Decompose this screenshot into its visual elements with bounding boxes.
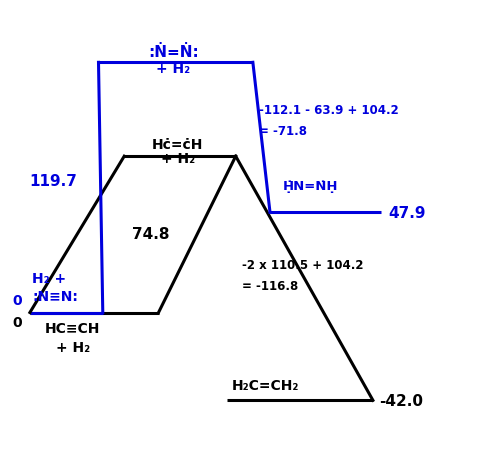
Text: H₂ +: H₂ + [32, 272, 66, 286]
Text: Hċ=ċH: Hċ=ċH [152, 137, 204, 151]
Text: Ḥ̇N=ṄḤ: Ḥ̇N=ṄḤ [283, 180, 338, 193]
Text: 119.7: 119.7 [30, 174, 77, 189]
Text: :Ṅ=Ṅ:: :Ṅ=Ṅ: [148, 44, 199, 59]
Text: -2 x 110.5 + 104.2: -2 x 110.5 + 104.2 [242, 258, 364, 271]
Text: :N≡N:: :N≡N: [32, 289, 78, 303]
Text: = -116.8: = -116.8 [242, 279, 299, 292]
Text: 0: 0 [13, 294, 23, 307]
Text: + H₂: + H₂ [156, 62, 191, 76]
Text: -42.0: -42.0 [379, 393, 423, 408]
Text: 47.9: 47.9 [388, 206, 425, 220]
Text: + H₂: + H₂ [56, 340, 90, 354]
Text: 0: 0 [13, 315, 23, 329]
Text: 74.8: 74.8 [132, 226, 169, 241]
Text: -112.1 - 63.9 + 104.2: -112.1 - 63.9 + 104.2 [259, 104, 399, 117]
Text: + H₂: + H₂ [161, 152, 195, 166]
Text: = -71.8: = -71.8 [259, 125, 307, 138]
Text: HC≡CH: HC≡CH [45, 321, 100, 335]
Text: H₂C=CH₂: H₂C=CH₂ [231, 378, 299, 392]
